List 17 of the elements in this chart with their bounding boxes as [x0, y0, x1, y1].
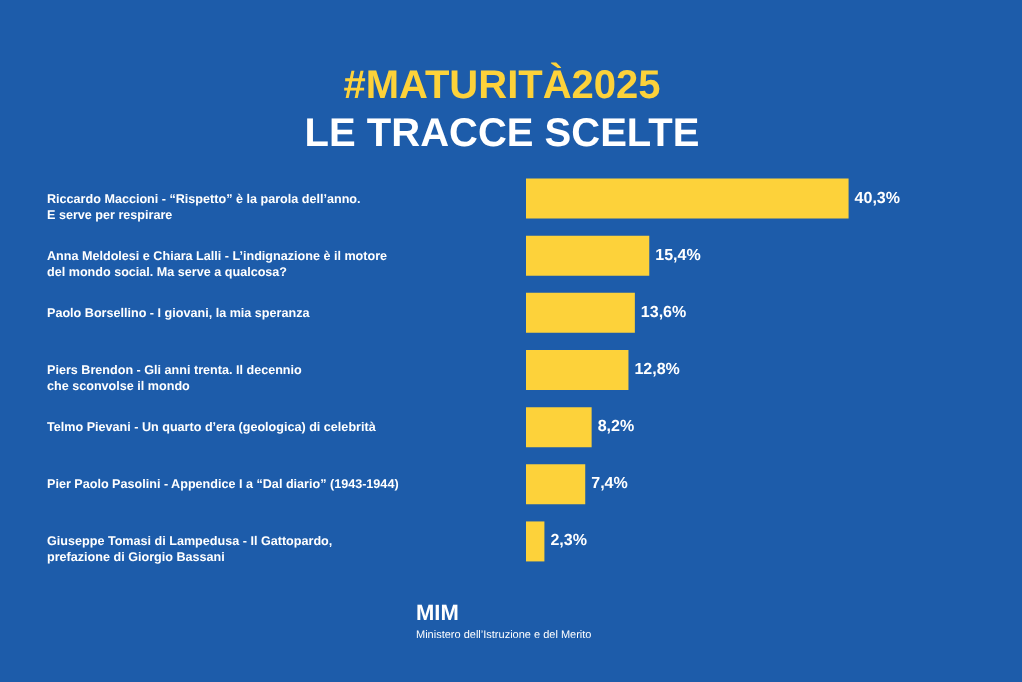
bar [526, 350, 629, 390]
chart-subtitle: LE TRACCE SCELTE [304, 112, 700, 156]
chart-title: #MATURITÀ2025 [343, 62, 661, 108]
data-label: 8,2% [597, 417, 635, 436]
bar [526, 464, 586, 505]
bar [526, 292, 635, 333]
data-label: 2,3% [550, 531, 587, 550]
text: MIM [416, 602, 459, 626]
bar [526, 235, 650, 276]
bar [526, 178, 849, 219]
bar [526, 521, 545, 562]
bar [526, 407, 592, 448]
data-label: 40,3% [854, 188, 900, 207]
data-label: 12,8% [634, 360, 680, 378]
data-label: 15,4% [655, 245, 701, 264]
data-label: 13,6% [640, 302, 687, 321]
data-label: 7,4% [591, 474, 628, 493]
